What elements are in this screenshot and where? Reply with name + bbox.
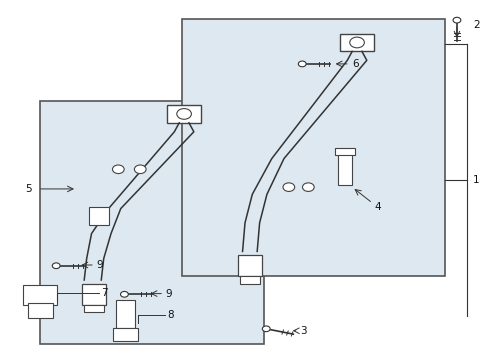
Text: 9: 9 (166, 289, 172, 298)
Circle shape (302, 183, 314, 192)
Bar (238, 255, 262, 276)
Text: 5: 5 (25, 184, 31, 194)
Text: 2: 2 (473, 19, 480, 30)
Circle shape (453, 17, 461, 23)
Circle shape (52, 263, 60, 269)
Bar (340, 33, 374, 51)
Text: 7: 7 (101, 288, 108, 297)
Bar (335, 148, 355, 155)
Circle shape (283, 183, 294, 192)
Bar (40, 102, 265, 344)
Bar (84, 305, 104, 312)
Circle shape (298, 61, 306, 67)
Bar (116, 300, 135, 328)
Text: 3: 3 (300, 327, 307, 337)
Bar (82, 284, 106, 305)
Bar (182, 19, 445, 276)
Bar (24, 285, 57, 305)
Circle shape (177, 109, 192, 119)
Bar (240, 276, 260, 284)
Circle shape (134, 165, 146, 174)
Bar (89, 207, 109, 225)
Text: 6: 6 (352, 59, 359, 69)
Circle shape (121, 292, 128, 297)
Text: 9: 9 (97, 260, 103, 270)
Text: 1: 1 (473, 175, 480, 185)
Bar (28, 303, 52, 318)
Bar (167, 105, 201, 123)
Text: 4: 4 (374, 202, 381, 212)
Bar (338, 153, 352, 185)
Circle shape (262, 326, 270, 332)
Circle shape (113, 165, 124, 174)
Bar (114, 328, 138, 341)
Circle shape (350, 37, 365, 48)
Text: 8: 8 (167, 310, 173, 320)
